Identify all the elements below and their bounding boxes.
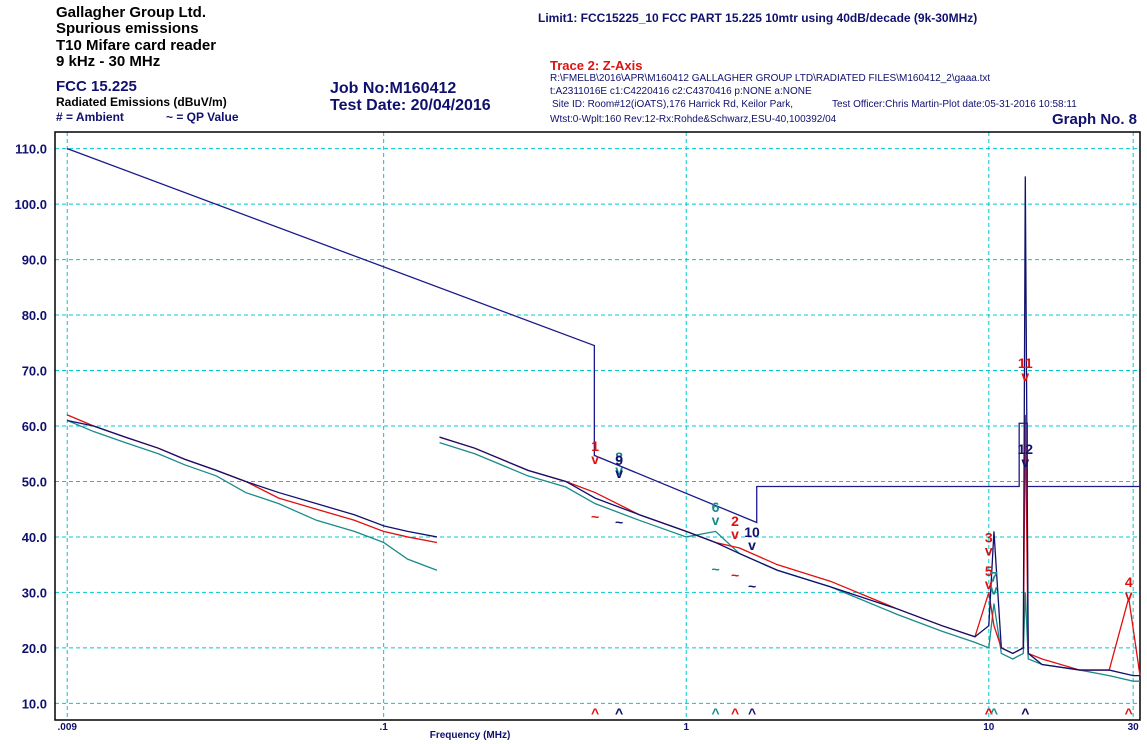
peak-marker: v [748, 537, 756, 553]
qp-marker: ~ [591, 509, 599, 525]
qp-marker: ~ [731, 567, 739, 583]
x-tick-label: 10 [983, 722, 995, 733]
trace-line [67, 419, 438, 538]
x-label: Frequency (MHz) [430, 730, 511, 741]
peak-marker: v [985, 543, 993, 559]
product: T10 Mifare card reader [56, 37, 216, 54]
marker-label: 4 [1125, 574, 1133, 590]
legend-qp: ~ = QP Value [166, 110, 239, 124]
qp-marker: ~ [615, 514, 623, 530]
trace-line [66, 419, 438, 571]
y-tick-label: 70.0 [22, 364, 47, 379]
baseline-marker: ^ [615, 705, 623, 721]
baseline-marker: ^ [1125, 705, 1133, 721]
peak-marker: v [591, 451, 599, 467]
qp-marker: ~ [748, 578, 756, 594]
date: Test Date: 20/04/2016 [330, 97, 491, 114]
marker-label: 5 [985, 563, 993, 579]
trace-line [439, 414, 1141, 676]
y-tick-label: 50.0 [22, 474, 47, 489]
baseline-marker: ^ [615, 705, 623, 721]
officer: Test Officer:Chris Martin-Plot date:05-3… [832, 99, 1077, 110]
peak-marker: v [1021, 368, 1029, 384]
baseline-marker: ^ [985, 705, 993, 721]
peak-marker: v [615, 465, 623, 481]
marker-label: 7 [990, 568, 998, 584]
qp-marker: ~ [711, 561, 719, 577]
site: Site ID: Room#12(iOATS),176 Harrick Rd, … [552, 99, 793, 110]
baseline-marker: ^ [990, 705, 998, 721]
baseline-marker: ^ [591, 705, 599, 721]
marker-label: 6 [712, 499, 720, 515]
legend-ambient: # = Ambient [56, 110, 124, 124]
cal: t:A2311016E c1:C4220416 c2:C4370416 p:NO… [550, 86, 812, 97]
trace-line [66, 414, 438, 544]
marker-label: 2 [731, 513, 739, 529]
peak-marker: v [1021, 454, 1029, 470]
marker-label: 12 [1018, 441, 1034, 457]
marker-label: 10 [744, 524, 760, 540]
x-tick-label: .009 [57, 722, 77, 733]
x-tick-label: 30 [1128, 722, 1140, 733]
peak-marker: v [712, 512, 720, 528]
x-tick-label: 1 [683, 722, 689, 733]
y-tick-label: 20.0 [22, 641, 47, 656]
standard: FCC 15.225 [56, 78, 137, 95]
y-tick-label: 40.0 [22, 530, 47, 545]
y-tick-label: 100.0 [14, 197, 47, 212]
peak-marker: v [990, 581, 998, 597]
equipment: Wtst:0-Wplt:160 Rev:12-Rx:Rohde&Schwarz,… [550, 114, 837, 125]
peak-marker: v [731, 526, 739, 542]
graph-number: Graph No. 8 [1052, 111, 1137, 128]
y-tick-label: 90.0 [22, 253, 47, 268]
trace-line [439, 176, 1140, 677]
trace-line [439, 442, 1140, 682]
y-tick-label: 60.0 [22, 419, 47, 434]
marker-label: 9 [615, 452, 623, 468]
baseline-marker: ^ [1021, 705, 1029, 721]
marker-label: 3 [985, 530, 993, 546]
job: Job No:M160412 [330, 80, 456, 97]
plot-frame [54, 131, 1141, 721]
y-tick-label: 110.0 [15, 142, 47, 157]
company: Gallagher Group Ltd. [56, 4, 206, 21]
baseline-marker: ^ [1021, 705, 1029, 721]
y-label: Radiated Emissions (dBuV/m) [56, 95, 227, 109]
peak-marker: v [1125, 587, 1133, 603]
test: Spurious emissions [56, 20, 199, 37]
marker-label: 11 [1018, 355, 1033, 371]
peak-marker: v [985, 576, 993, 592]
x-tick-label: .1 [379, 722, 388, 733]
marker-label: 8 [615, 449, 623, 465]
y-tick-label: 80.0 [22, 308, 47, 323]
trace-line [67, 148, 1140, 524]
file: R:\FMELB\2016\APR\M160412 GALLAGHER GROU… [550, 73, 990, 84]
baseline-marker: ^ [985, 705, 993, 721]
limit: Limit1: FCC15225_10 FCC PART 15.225 10mt… [538, 11, 977, 25]
peak-marker: v [615, 462, 623, 478]
marker-label: 1 [591, 438, 599, 454]
y-tick-label: 10.0 [22, 696, 47, 711]
baseline-marker: ^ [748, 705, 756, 721]
trace: Trace 2: Z-Axis [550, 58, 643, 73]
baseline-marker: ^ [731, 705, 739, 721]
range: 9 kHz - 30 MHz [56, 53, 160, 70]
y-tick-label: 30.0 [22, 585, 47, 600]
baseline-marker: ^ [711, 705, 719, 721]
